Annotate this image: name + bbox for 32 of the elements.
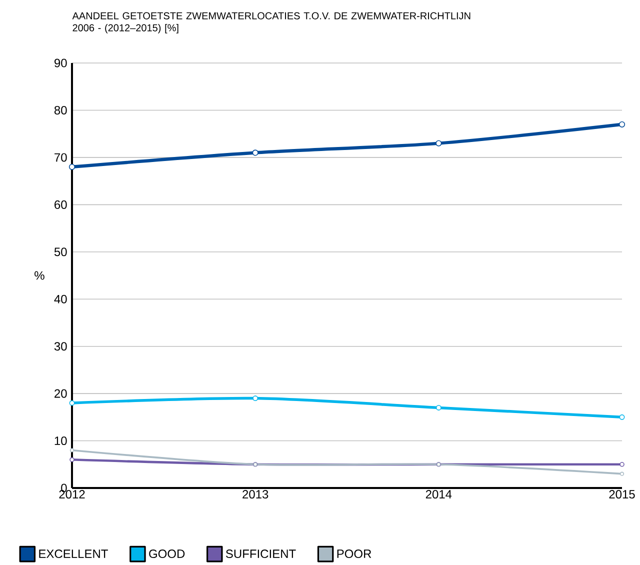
y-tick-label: 50 bbox=[54, 248, 67, 256]
point bbox=[619, 414, 625, 420]
x-tick-label: 2012 bbox=[59, 490, 85, 499]
point bbox=[436, 404, 442, 410]
point bbox=[618, 121, 626, 128]
point bbox=[68, 164, 76, 170]
legend-label: SUFFICIENT bbox=[226, 550, 296, 558]
legend-label: EXCELLENT bbox=[39, 550, 108, 558]
y-tick-label: 70 bbox=[54, 153, 67, 162]
y-tick-label: 90 bbox=[54, 58, 67, 68]
x-tick-label: 2013 bbox=[242, 490, 268, 499]
y-tick-label: 30 bbox=[54, 342, 67, 351]
point bbox=[436, 140, 442, 146]
x-tick-label: 2015 bbox=[609, 490, 635, 499]
legend-label: GOOD bbox=[149, 550, 185, 558]
legend-label: POOR bbox=[337, 550, 372, 558]
chart-title: AANDEEL GETOETSTE ZWEMWATERLOCATIES T.O.V. DE ZWEMWATER-RICHTLIJN 2006 - (2012–2015) [%] bbox=[72, 12, 470, 34]
y-tick-label: 0 bbox=[61, 484, 67, 492]
point bbox=[252, 396, 258, 402]
y-axis-title: % bbox=[34, 271, 44, 280]
y-tick-label: 80 bbox=[54, 106, 67, 114]
x-tick-label: 2014 bbox=[426, 490, 452, 499]
y-tick-label: 10 bbox=[54, 436, 67, 446]
y-tick-label: 40 bbox=[54, 294, 67, 304]
y-tick-label: 20 bbox=[54, 389, 67, 398]
point bbox=[70, 457, 74, 462]
y-tick-label: 60 bbox=[54, 200, 67, 209]
point bbox=[620, 462, 624, 467]
point bbox=[70, 448, 74, 452]
point bbox=[69, 400, 75, 406]
point bbox=[620, 472, 624, 476]
point bbox=[252, 150, 258, 156]
